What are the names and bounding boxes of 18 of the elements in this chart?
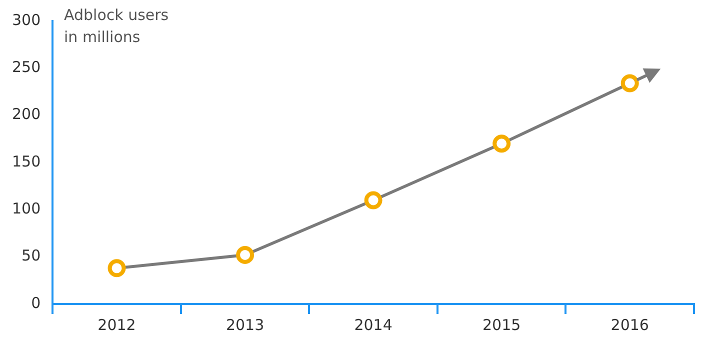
point [364,191,382,210]
y-axis-title: Adblock users in millions [64,5,170,48]
x-tick-label: 2014 [354,316,392,334]
y-tick-label: 0 [31,294,41,312]
y-tick-label: 100 [12,200,41,218]
x-tick-label: 2013 [226,316,264,334]
x-tick-label: 2012 [98,316,136,334]
y-tick-label: 300 [12,10,41,29]
y-tick-label: 250 [12,58,41,76]
x-tick-label: 2015 [482,316,521,334]
point [236,246,254,264]
y-tick-label: 50 [22,246,41,265]
point [492,134,511,153]
x-tick-label: 2016 [610,316,649,334]
y-tick-label: 150 [12,152,41,170]
point [620,74,639,92]
point [108,259,126,278]
y-tick-label: 200 [12,105,41,124]
